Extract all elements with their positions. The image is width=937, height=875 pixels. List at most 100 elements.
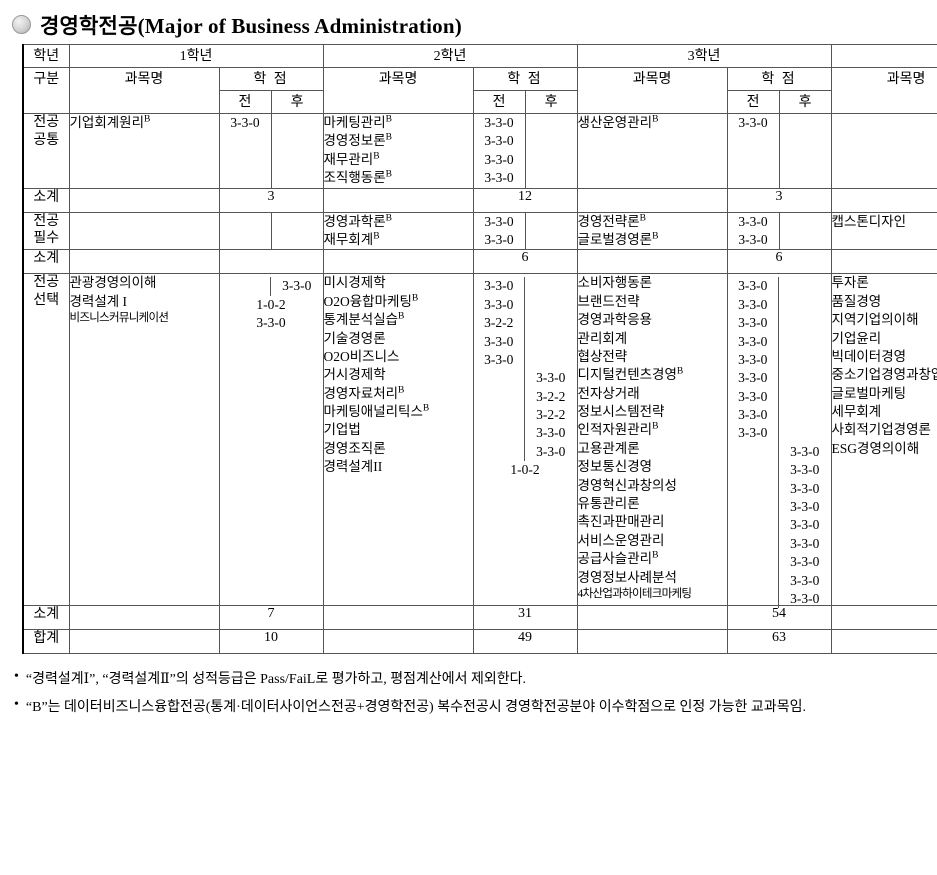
subtotal-subject-blank-y3: [576, 187, 728, 213]
footnote-text: “경력설계Ⅰ”, “경력설계Ⅱ”의 성적등급은 Pass/FaiL로 평가하고,…: [25, 672, 527, 688]
subtotal-subject-blank-y4: [830, 187, 937, 213]
footnote-2: • “B”는 데이터비즈니스융합전공(통계·데이터사이언스전공+경영학전공) 복수…: [14, 694, 937, 721]
header-front-3: 전: [726, 90, 780, 114]
subject-name: 기업윤리: [831, 330, 882, 346]
credit-back-value: 3-3-0: [790, 499, 820, 515]
header-subject-4: 과목명: [830, 67, 937, 114]
b-marker-superscript: B: [373, 151, 380, 162]
header-back-2: 후: [524, 90, 578, 114]
subtotal-value-y2: 31: [472, 605, 578, 631]
credit-front-value: 3-3-0: [728, 295, 780, 315]
section-row-major-common: 전공 공통 기업회계원리B 3-3-0 마케팅관리B 경영정보론B 재무관리B 조직행동론B…: [22, 113, 937, 189]
subtotal-row-major-elective: 소계 7 31 54 30122: [22, 605, 937, 631]
header-year-2: 2학년: [322, 44, 578, 68]
credit-front-empty: [728, 534, 780, 554]
subject-name: 품질경영: [831, 293, 882, 309]
b-marker-superscript: B: [652, 114, 659, 125]
credit-span-value: 3-3-0: [256, 315, 286, 331]
subject-name: 공급사슬관리B: [577, 550, 659, 567]
subtotal-subject-blank-y2: [322, 629, 474, 655]
subtotal-subject-blank-y3: [576, 605, 728, 631]
header-back-3: 후: [778, 90, 832, 114]
credit-front-empty: [474, 387, 526, 407]
credit-front-value: 3-3-0: [474, 350, 526, 370]
credit-back-empty: [779, 424, 831, 442]
section-row-major-required: 전공 필수 경영과학론B 재무회계B 3-3-0 3-3-0 경영전략론B 글로벌경영론B…: [22, 211, 937, 251]
category-label-major-common: 전공 공통: [22, 113, 70, 189]
subject-name: 기업회계원리B: [69, 114, 151, 130]
bullet-circle-icon: [12, 15, 31, 34]
b-marker-superscript: B: [422, 403, 430, 414]
curriculum-table: 학년 1학년 2학년 3학년 4학년 계 구분 과목명 학 점 과목명 학 점 …: [22, 44, 937, 655]
credit-front-empty: [728, 553, 780, 572]
credit-back-y3: [778, 211, 832, 251]
credit-front-value: 3-3-0: [728, 406, 780, 425]
header-credit-3: 학 점: [726, 67, 832, 91]
header-credit-1: 학 점: [218, 67, 324, 91]
subject-name: 4차산업과하이테크마케팅: [577, 587, 692, 600]
table-header: 학년 1학년 2학년 3학년 4학년 계 구분 과목명 학 점 과목명 학 점 …: [22, 44, 937, 114]
footnote-text: “B”는 데이터비즈니스융합전공(통계·데이터사이언스전공+경영학전공) 복수전…: [25, 699, 806, 715]
header-credit-2: 학 점: [472, 67, 578, 91]
credit-front-empty: [474, 406, 526, 425]
subtotal-value-y3: 6: [726, 249, 832, 275]
subtotal-label: 소계: [22, 605, 70, 631]
credit-back-empty: [525, 296, 577, 314]
subject-name: 사회적기업경영론: [831, 422, 931, 438]
subject-name: 기업법: [323, 422, 361, 438]
credit-back-value: 3-3-0: [790, 572, 820, 588]
subject-name: O2O융합마케팅B: [323, 293, 419, 309]
subject-name: 중소기업경영과창업: [831, 367, 937, 383]
footnote-bullet-icon: •: [14, 696, 19, 712]
subtotal-label: 소계: [22, 187, 70, 213]
credit-back-y2: [524, 113, 578, 189]
b-marker-superscript: B: [652, 421, 659, 432]
grand-total-value-y3: 63: [726, 629, 832, 655]
credit-front-empty: [474, 369, 526, 388]
subject-list-y4: [830, 113, 937, 189]
credit-back-empty: [525, 333, 577, 351]
elective-subject-list-y1: 관광경영의이해 경력설계 I 비즈니스커뮤니케이션: [68, 273, 220, 607]
subject-name: 경영자료처리B: [323, 385, 405, 401]
credit-back-value: 3-3-0: [790, 535, 820, 551]
credit-front-value: 3-3-0: [474, 295, 526, 315]
credit-back-value: 3-3-0: [790, 590, 820, 606]
credit-back-value: 3-3-0: [790, 554, 820, 570]
subject-name: 캡스톤디자인: [831, 213, 907, 229]
subject-name: 마케팅애널리틱스B: [323, 403, 430, 420]
subtotal-label: 소계: [22, 249, 70, 275]
b-marker-superscript: B: [411, 293, 419, 304]
subtotal-value-y1: 3: [218, 187, 324, 213]
b-marker-superscript: B: [373, 231, 380, 242]
page-title: 경영학전공(Major of Business Administration): [40, 13, 462, 38]
elective-credit-grid-y1: 3-3-0 1-0-2 3-3-0: [218, 273, 324, 607]
page-title-row: 경영학전공(Major of Business Administration): [0, 0, 937, 38]
subject-name: 촉진과판매관리: [577, 514, 665, 530]
header-row-subject: 구분 과목명 학 점 과목명 학 점 과목명 학 점 과목명 학 점: [22, 67, 937, 114]
credit-front-value: 3-3-0: [728, 314, 780, 333]
subject-name: 통계분석실습B: [323, 311, 405, 328]
credit-back-empty: [779, 351, 831, 369]
subject-name: 경력설계II: [323, 459, 383, 475]
subject-name: 경영조직론: [323, 440, 386, 456]
subject-name: 서비스운영관리: [577, 532, 665, 548]
credit-back-value: 3-3-0: [536, 370, 566, 386]
header-year-4: 4학년: [830, 44, 937, 68]
category-label-major-required: 전공 필수: [22, 211, 70, 251]
credit-back-empty: [525, 351, 577, 369]
header-gubun: 구분: [22, 67, 70, 114]
credit-span-value: 1-0-2: [510, 462, 540, 478]
grand-total-value-y2: 49: [472, 629, 578, 655]
category-label-major-elective: 전공 선택: [22, 273, 70, 607]
header-row-year: 학년 1학년 2학년 3학년 4학년 계: [22, 44, 937, 68]
subtotal-value-y2: 12: [472, 187, 578, 213]
subject-name: 소비자행동론: [577, 275, 653, 291]
credit-back-value: 3-3-0: [790, 462, 820, 478]
b-marker-superscript: B: [385, 213, 392, 224]
credit-front-empty: [728, 571, 780, 590]
credit-front-y2: 3-3-0 3-3-0: [472, 211, 526, 251]
credit-front-value: 3-3-0: [728, 350, 780, 370]
subtotal-value-y1: 7: [218, 605, 324, 631]
credit-back-value: 3-3-0: [790, 517, 820, 533]
subtotal-value-y2: 6: [472, 249, 578, 275]
